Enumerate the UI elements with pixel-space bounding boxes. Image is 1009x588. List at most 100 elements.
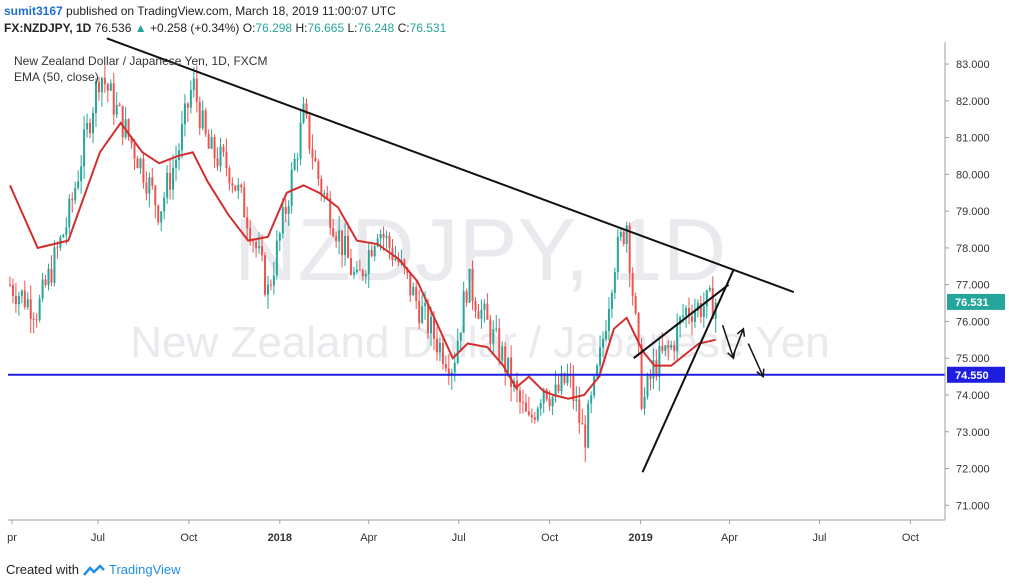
candle-body: [533, 417, 536, 420]
candle-body: [8, 284, 11, 286]
created-with-text: Created with: [6, 562, 79, 577]
candle-body: [222, 146, 225, 152]
candle-body: [643, 396, 646, 409]
candle-body: [68, 198, 71, 228]
candle-body: [418, 301, 421, 323]
candle-body: [326, 192, 329, 199]
candle-body: [539, 403, 542, 409]
projection-arrow[interactable]: [747, 343, 764, 377]
drawings-group[interactable]: [106, 37, 795, 473]
username-link[interactable]: sumit3167: [4, 4, 63, 18]
candle-body: [441, 342, 444, 364]
candle-body: [492, 328, 495, 344]
candle-body: [175, 159, 178, 168]
trendline-wedge-upper[interactable]: [633, 283, 730, 360]
trendline-long-downtrend[interactable]: [106, 37, 795, 293]
candle-body: [364, 274, 367, 277]
candle-body: [673, 344, 676, 352]
candle-body: [664, 345, 667, 352]
watermark-name: New Zealand Dollar / Japanese Yen: [130, 318, 830, 367]
candle-body: [335, 236, 338, 242]
candle-body: [225, 151, 228, 169]
candle-body: [83, 129, 86, 167]
candle-body: [317, 161, 320, 179]
candle-body: [166, 172, 169, 198]
candle-body: [373, 246, 376, 257]
candle-body: [670, 344, 673, 348]
candle-body: [361, 270, 364, 277]
candle-body: [625, 225, 628, 244]
candle-body: [465, 291, 468, 303]
candle-body: [299, 122, 302, 159]
candle-body: [293, 158, 296, 170]
tradingview-brand[interactable]: TradingView: [108, 562, 181, 577]
candle-body: [599, 347, 602, 366]
candle-body: [344, 235, 347, 256]
horizontal-line-group[interactable]: 74.550 76.531: [8, 293, 1005, 383]
candle-body: [610, 292, 613, 310]
last-price-box: [947, 293, 1005, 310]
candle-body: [314, 157, 317, 162]
x-tick-label: Apr: [360, 532, 377, 544]
candle-body: [685, 307, 688, 316]
candle-body: [658, 345, 661, 377]
candle-body: [284, 207, 287, 214]
candle-body: [628, 225, 631, 274]
candle-body: [602, 339, 605, 348]
last-price-label: 76.531: [955, 297, 989, 309]
candle-body: [195, 78, 198, 102]
candle-body: [640, 344, 643, 409]
candle-body: [269, 284, 272, 286]
candle-body: [213, 136, 216, 159]
candle-body: [228, 168, 231, 184]
candle-body: [189, 89, 192, 108]
candle-body: [504, 346, 507, 373]
candle-body: [518, 390, 521, 403]
candle-body: [462, 291, 465, 333]
candle-body: [696, 302, 699, 311]
candle-body: [14, 295, 17, 305]
candle-body: [456, 340, 459, 363]
candle-body: [115, 104, 118, 115]
x-tick-label: Jul: [452, 532, 466, 544]
candle-body: [210, 136, 213, 149]
candle-body: [201, 110, 204, 129]
candle-body: [554, 384, 557, 397]
footer: Created with TradingView: [6, 562, 181, 577]
candle-body: [489, 319, 492, 344]
candle-body: [65, 227, 68, 235]
candle-body: [631, 273, 634, 296]
candle-body: [358, 269, 361, 271]
candle-body: [44, 279, 47, 286]
projection-arrow[interactable]: [721, 324, 735, 359]
y-tick-label: 71.000: [956, 500, 990, 512]
candle-body: [616, 236, 619, 273]
candle-body: [290, 169, 293, 206]
candle-body: [281, 207, 284, 234]
low-label: L:: [347, 21, 358, 35]
candle-body: [447, 368, 450, 376]
candle-body: [163, 197, 166, 212]
candle-body: [148, 177, 151, 194]
candle-body: [468, 268, 471, 303]
candle-body: [62, 234, 65, 238]
candle-body: [498, 328, 501, 361]
candles-group: [8, 65, 717, 462]
candle-body: [607, 309, 610, 331]
candle-body: [711, 287, 714, 319]
candle-body: [231, 183, 234, 186]
candle-body: [551, 396, 554, 407]
trendline-wedge-lower[interactable]: [641, 269, 735, 473]
x-tick-label: Jul: [91, 532, 105, 544]
candle-body: [255, 242, 258, 249]
candle-body: [26, 299, 29, 308]
candle-body: [219, 146, 222, 167]
candle-body: [234, 185, 237, 191]
candle-body: [676, 324, 679, 352]
candle-body: [655, 360, 658, 377]
projection-arrow[interactable]: [732, 328, 745, 355]
candle-body: [474, 301, 477, 312]
support-price-label: 74.550: [955, 370, 989, 382]
candle-body: [613, 272, 616, 293]
